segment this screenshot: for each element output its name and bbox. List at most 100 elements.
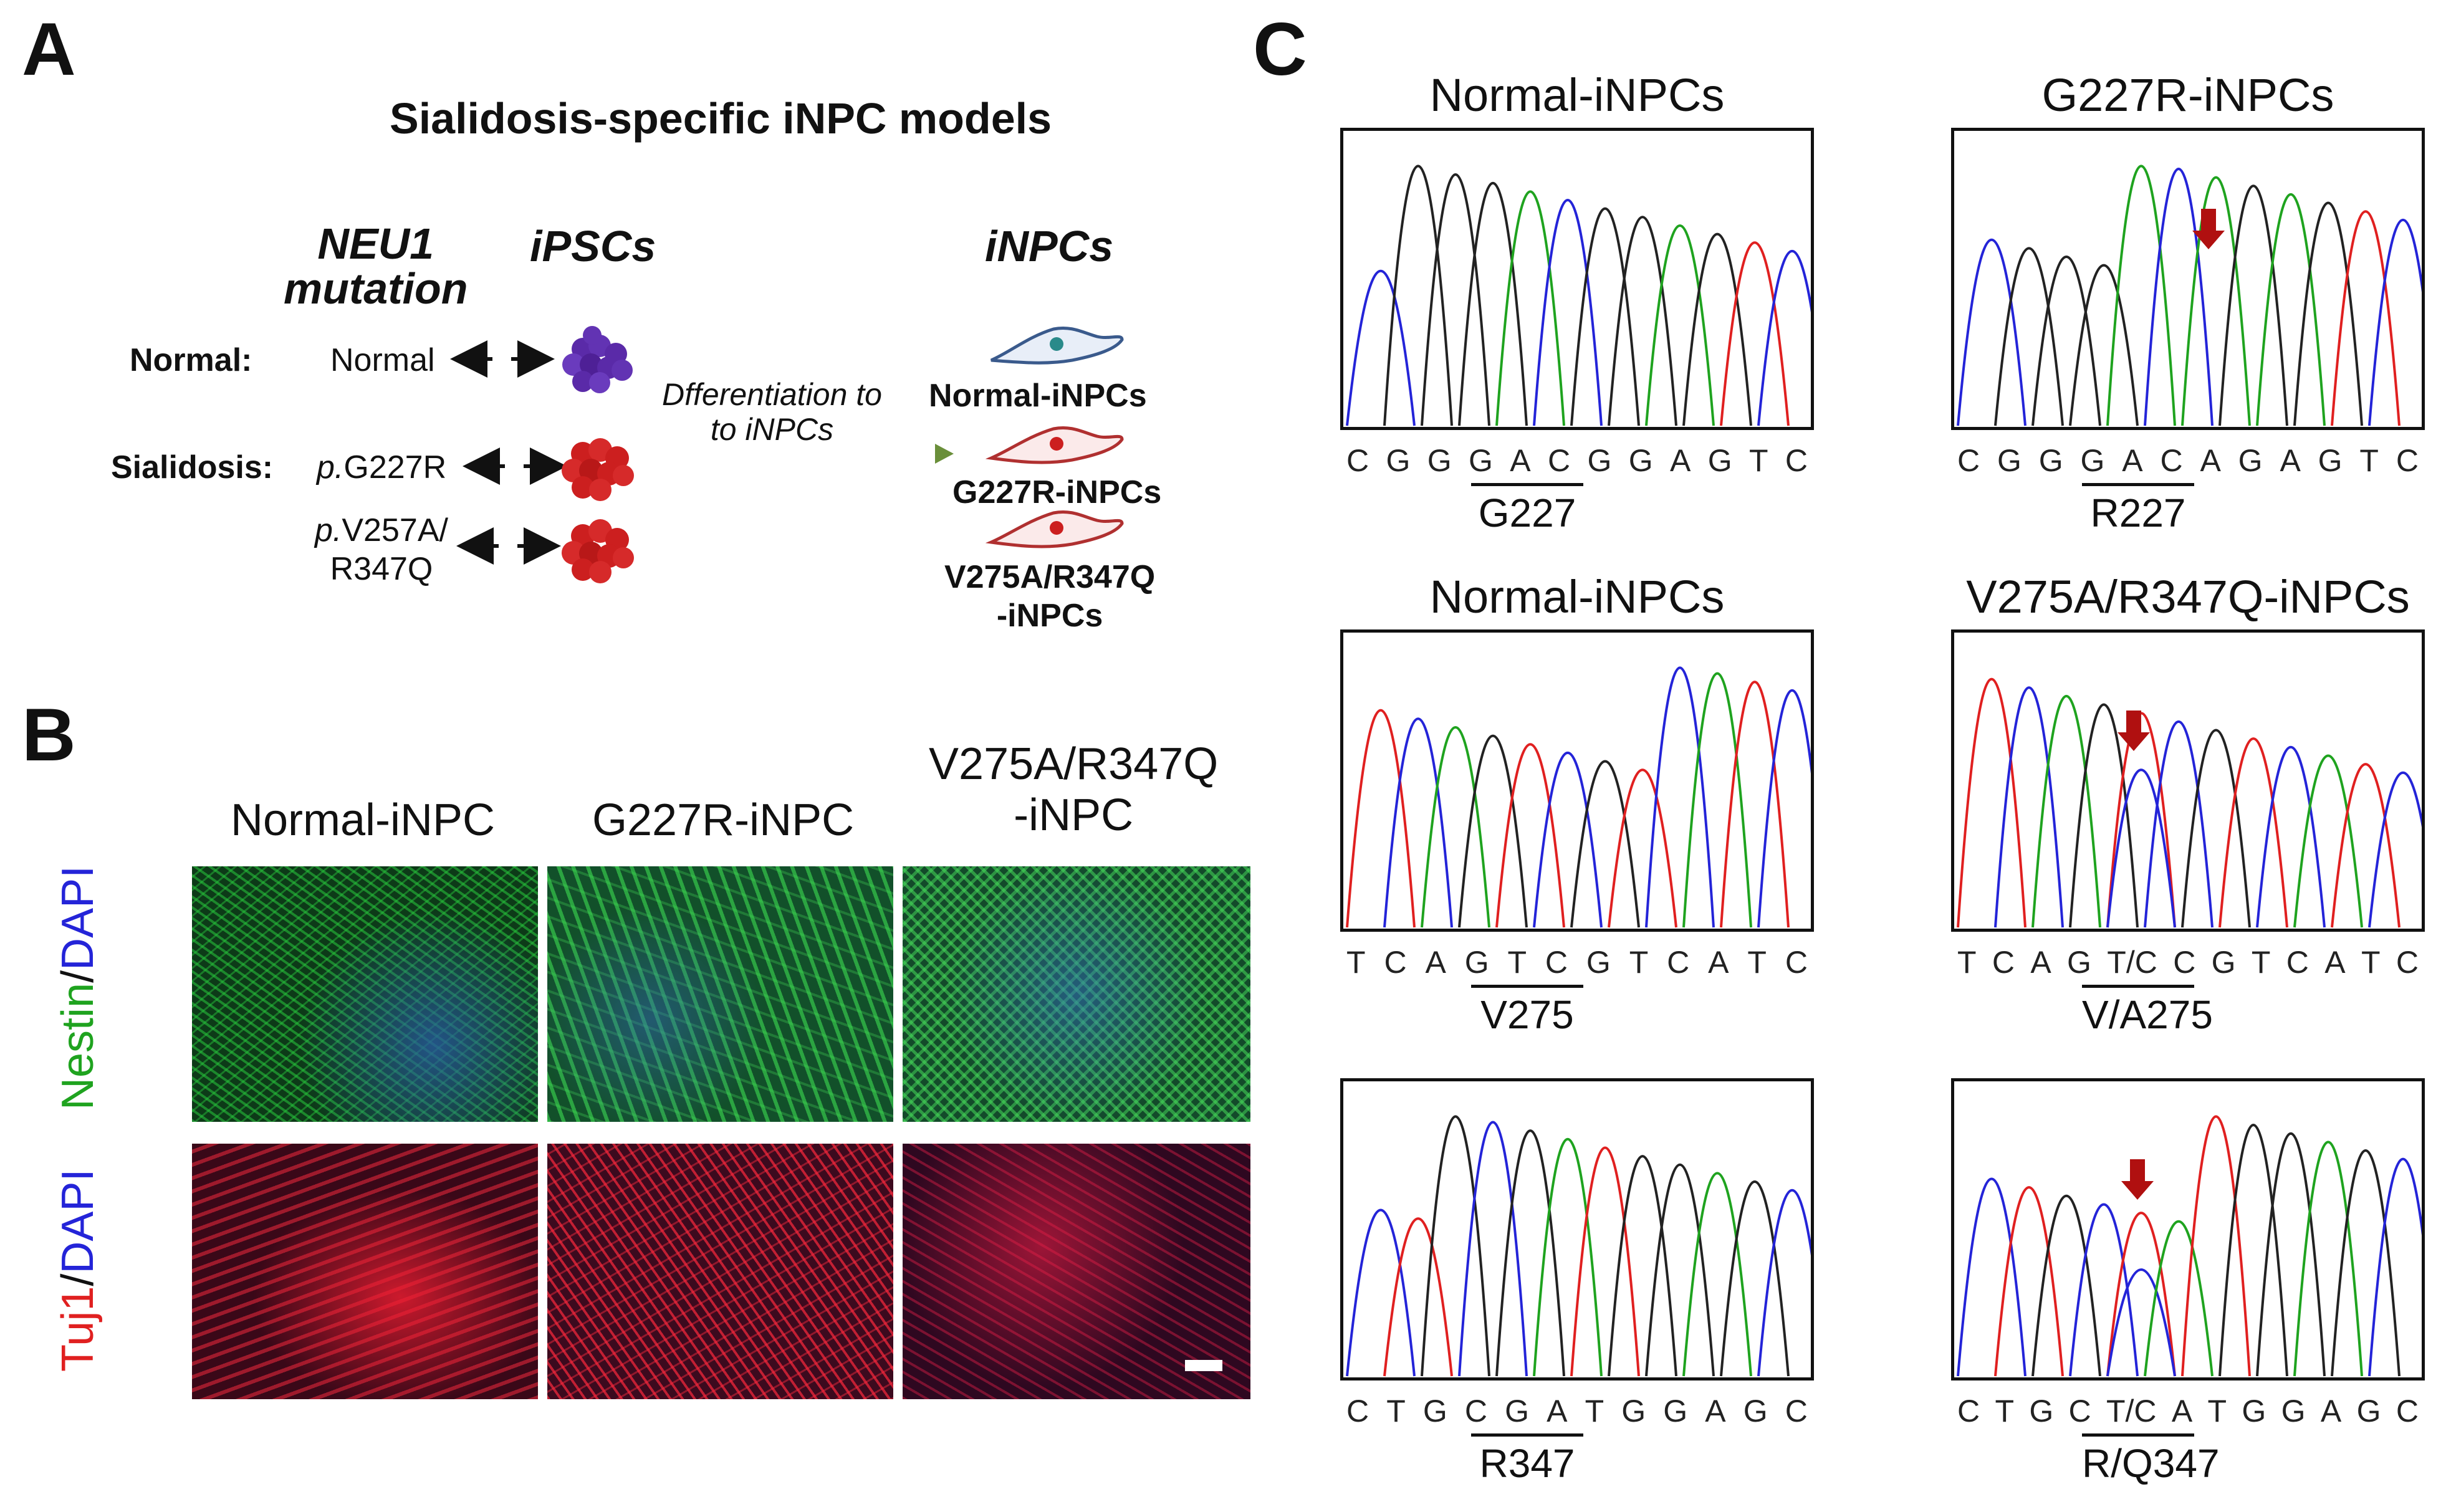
peak-C: [1383, 717, 1453, 928]
codon-label: R/Q347: [2082, 1433, 2220, 1486]
micrograph-tuj1-v275a: [903, 1144, 1250, 1399]
sequence-base: T: [1748, 443, 1768, 478]
micrograph-tuj1-g227r: [547, 1144, 893, 1399]
sequence-base: C: [1346, 443, 1369, 478]
panel-b-row1-label: Nestin/DAPI: [52, 866, 103, 1110]
sequence-base: T: [1507, 945, 1527, 980]
peak-C: [2106, 1268, 2176, 1377]
peak-C: [2256, 746, 2326, 928]
peak-G: [2031, 1195, 2101, 1377]
sequence-base: G: [1505, 1394, 1530, 1428]
output-g227r-inpcs: G227R-iNPCs: [952, 474, 1162, 510]
sequence-base: A: [2320, 1394, 2342, 1428]
panel-a-title: Sialidosis-specific iNPC models: [390, 94, 1052, 143]
peak-C: [1994, 686, 2064, 928]
micrograph-nestin-v275a: [903, 866, 1250, 1122]
sequence-base: A: [1708, 945, 1729, 980]
peak-A: [2181, 176, 2251, 426]
peak-G: [1570, 760, 1640, 928]
peak-C: [1957, 1177, 2027, 1377]
differentiation-label: Dfferentiation to to iNPCs: [662, 377, 882, 447]
peak-C: [1957, 239, 2027, 426]
peak-T: [1957, 677, 2027, 928]
ipsc-cluster-v257a: [562, 519, 634, 583]
sequence-base: T: [2207, 1394, 2227, 1428]
sequence-base: C: [2396, 945, 2419, 980]
sequence-base: A: [1510, 443, 1531, 478]
dapi-label-2: DAPI: [53, 1169, 103, 1274]
sequence-base: G: [2067, 945, 2091, 980]
sequence-base: G: [2211, 945, 2236, 980]
sequence-base: G: [2318, 443, 2343, 478]
sequence-base: T: [1346, 945, 1366, 980]
peak-G: [1421, 173, 1490, 426]
panel-b-col3-header: V275A/R347Q -iNPC: [929, 739, 1218, 841]
peak-C: [2144, 167, 2214, 426]
sequence-base: C: [1785, 443, 1808, 478]
row-sialidosis-label: Sialidosis:: [111, 449, 274, 486]
row-sialidosis-mut2: p.V257A/ R347Q: [315, 511, 448, 588]
sequence-base: G: [1628, 443, 1653, 478]
peak-G: [1458, 734, 1528, 928]
out-v275a-line2: -iNPCs: [996, 598, 1103, 634]
col-mutation-line1: NEU1: [317, 219, 434, 268]
peak-G: [1458, 182, 1528, 426]
row2-sep: /: [53, 1273, 103, 1286]
codon-label: V275: [1471, 985, 1583, 1038]
row-normal-mutation: Normal: [330, 342, 435, 378]
sequence-base: G: [1997, 443, 2022, 478]
panel-b-col2-header: G227R-iNPC: [592, 795, 855, 845]
peak-A: [1421, 725, 1490, 928]
chromatogram-trace: [1340, 128, 1827, 430]
codon-label: G227: [1471, 483, 1583, 536]
sequence-base: C: [1957, 443, 1980, 478]
peak-T: [1608, 768, 1677, 928]
peak-G: [2293, 201, 2363, 426]
row-sialidosis-mut1: p.G227R: [317, 449, 446, 486]
sequence-base: C: [2396, 1394, 2419, 1428]
sequence-base: G: [1464, 945, 1489, 980]
mutation-arrow-icon: [2118, 711, 2150, 751]
peak-G: [2069, 703, 2139, 928]
sequence-row: C T G C T/C A T G G A G C: [1957, 1393, 2419, 1429]
peak-G: [1682, 232, 1752, 426]
peak-A: [2106, 165, 2176, 426]
sequence-base: A: [2200, 443, 2221, 478]
sequence-base: C: [2068, 1394, 2091, 1428]
panel-a-graphics: [450, 326, 1124, 583]
sequence-base: A: [1547, 1394, 1568, 1428]
col-mutation-header: NEU1 mutation: [284, 221, 468, 311]
sequence-base: C: [1547, 443, 1571, 478]
peak-G: [2256, 1132, 2326, 1377]
peak-T: [1495, 743, 1565, 928]
sequence-base: T: [2361, 945, 2381, 980]
sequence-base: T: [1957, 945, 1977, 980]
mut1-value: G227R: [343, 449, 447, 486]
peak-G: [2218, 1124, 2288, 1377]
mutation-arrow-icon: [2192, 209, 2225, 249]
peak-G: [1608, 216, 1677, 426]
sequence-base: C: [1384, 945, 1407, 980]
peak-A: [2031, 695, 2101, 928]
peak-T: [1994, 1186, 2064, 1377]
peak-A: [2256, 193, 2326, 426]
peak-A: [1682, 1172, 1752, 1377]
codon-label: V/A275: [2082, 985, 2213, 1038]
peak-G: [1421, 1115, 1490, 1377]
peak-C: [1645, 666, 1715, 928]
peak-C: [1533, 752, 1603, 928]
peak-G: [1383, 165, 1453, 426]
sequence-base: C: [2173, 945, 2196, 980]
peak-A: [1682, 672, 1752, 928]
peak-C: [1458, 1121, 1528, 1377]
mut2-prefix: p.: [315, 512, 342, 548]
row1-sep: /: [53, 970, 103, 983]
sequence-base: G: [1587, 443, 1612, 478]
peak-C: [2368, 772, 2438, 928]
peak-T: [2331, 763, 2401, 928]
peak-G: [2031, 256, 2101, 426]
chromatogram-title: Normal-iNPCs: [1429, 69, 1725, 121]
